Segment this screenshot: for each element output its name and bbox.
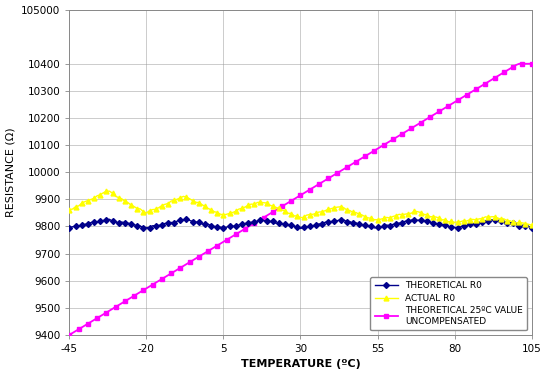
ACTUAL R0 (232, 209, 239, 213)
THEORETICAL R0 (525, 224, 532, 229)
THEORETICAL R0 (365, 224, 371, 229)
ACTUAL R0 (66, 207, 73, 212)
THEORETICAL R0 (353, 220, 359, 225)
Line: THEORETICAL 25ºC VALUE
UNCOMPENSATED: THEORETICAL 25ºC VALUE UNCOMPENSATED (68, 62, 533, 337)
THEORETICAL 25ºC VALUE
UNCOMPENSATED (528, 62, 535, 66)
THEORETICAL R0 (294, 225, 301, 229)
THEORETICAL R0 (232, 224, 239, 228)
THEORETICAL 25ºC VALUE
UNCOMPENSATED (389, 137, 396, 142)
THEORETICAL 25ºC VALUE
UNCOMPENSATED (66, 333, 73, 337)
X-axis label: TEMPERATURE (ºC): TEMPERATURE (ºC) (241, 360, 360, 369)
THEORETICAL R0 (66, 225, 73, 230)
THEORETICAL 25ºC VALUE
UNCOMPENSATED (519, 62, 526, 66)
ACTUAL R0 (393, 213, 399, 218)
ACTUAL R0 (362, 214, 369, 219)
Y-axis label: RESISTANCE (Ω): RESISTANCE (Ω) (5, 128, 15, 217)
THEORETICAL R0 (297, 226, 304, 231)
Line: THEORETICAL R0: THEORETICAL R0 (67, 217, 534, 231)
ACTUAL R0 (294, 214, 301, 218)
Line: ACTUAL R0: ACTUAL R0 (67, 189, 534, 228)
ACTUAL R0 (103, 189, 109, 194)
THEORETICAL 25ºC VALUE
UNCOMPENSATED (359, 156, 365, 160)
THEORETICAL 25ºC VALUE
UNCOMPENSATED (229, 234, 236, 238)
THEORETICAL 25ºC VALUE
UNCOMPENSATED (346, 163, 353, 168)
THEORETICAL R0 (396, 221, 403, 225)
THEORETICAL 25ºC VALUE
UNCOMPENSATED (291, 197, 298, 201)
THEORETICAL R0 (528, 226, 535, 231)
ACTUAL R0 (350, 210, 356, 214)
ACTUAL R0 (528, 223, 535, 227)
THEORETICAL R0 (183, 217, 190, 222)
Legend: THEORETICAL R0, ACTUAL R0, THEORETICAL 25ºC VALUE
UNCOMPENSATED: THEORETICAL R0, ACTUAL R0, THEORETICAL 2… (370, 277, 527, 330)
ACTUAL R0 (522, 221, 529, 226)
